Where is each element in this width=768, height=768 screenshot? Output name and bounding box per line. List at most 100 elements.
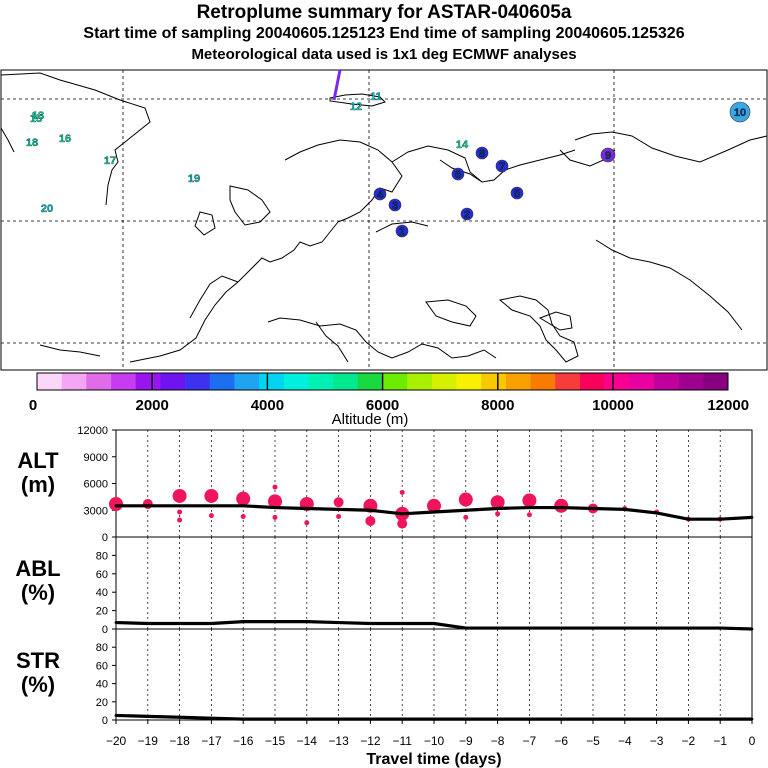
x-tick-label: −4 — [618, 734, 632, 748]
cluster-point — [172, 488, 187, 503]
data-point — [337, 621, 340, 624]
map-marker-12: 12 — [350, 101, 363, 113]
data-point — [337, 717, 340, 721]
map-marker-5: 5 — [510, 186, 524, 200]
map-marker-dot — [395, 224, 409, 238]
map-marker-dot — [495, 159, 509, 173]
map-marker-label: 16 — [59, 133, 71, 145]
data-point — [114, 504, 118, 508]
map-marker-7: 7 — [495, 159, 509, 173]
map-marker-dot — [475, 146, 489, 160]
colorbar-swatch — [703, 373, 729, 390]
colorbar-tick-label: 4000 — [251, 397, 284, 414]
data-point — [241, 717, 245, 721]
cluster-point — [554, 498, 569, 513]
map-marker-label: 14 — [456, 139, 469, 151]
cluster-point — [109, 497, 123, 512]
map-marker-3: 3 — [388, 198, 402, 212]
colorbar-swatch — [37, 373, 62, 390]
colorbar-swatch — [530, 373, 556, 390]
x-tick-label: −9 — [459, 734, 473, 748]
data-point — [114, 714, 118, 717]
colorbar-swatch — [185, 373, 211, 390]
y-tick-label: 80 — [96, 550, 108, 562]
colorbar-tick-label: 12000 — [707, 397, 749, 414]
x-tick-label: 0 — [749, 734, 756, 748]
data-point — [305, 717, 309, 721]
data-point — [528, 506, 531, 509]
panel-alt: 0 3000 6000 9000 12000 ALT(m) — [17, 425, 754, 544]
data-point — [464, 717, 468, 721]
map-marker-10: 10 — [729, 101, 751, 123]
map-marker-label: 9 — [605, 150, 611, 162]
cluster-point — [495, 511, 501, 517]
data-point — [591, 507, 595, 510]
map-marker-dot — [373, 187, 387, 201]
map-gridlines — [1, 70, 767, 370]
cluster-point — [490, 495, 505, 510]
colorbar-swatch — [135, 373, 161, 390]
data-point — [114, 621, 118, 624]
cluster-point — [397, 518, 408, 529]
map-marker-dot — [451, 167, 465, 181]
x-tick-label: −14 — [297, 734, 318, 748]
y-tick-label: 60 — [96, 660, 108, 672]
cluster-point — [304, 520, 310, 526]
colorbar-swatch — [678, 373, 704, 390]
colorbar-swatch — [456, 373, 482, 390]
data-point — [655, 717, 658, 721]
map-marker-11: 11 — [370, 91, 382, 103]
map-marker-13: 13 — [32, 110, 45, 122]
map-marker-18: 18 — [26, 137, 39, 149]
data-point — [718, 517, 722, 521]
map-marker-label: 5 — [514, 188, 520, 200]
x-tick-label: −11 — [392, 734, 412, 748]
colorbar-tick-label: 2000 — [136, 397, 169, 414]
cluster-point — [427, 498, 441, 513]
cluster-point — [272, 514, 278, 520]
x-tick-label: −19 — [138, 734, 159, 748]
x-axis: −20 −19 −18 −17 −16 −15 −14 −13 −12 −11 −10 −9 −8 −7−… — [106, 720, 756, 768]
map-marker-label: 17 — [104, 155, 116, 167]
colorbar-swatch — [333, 373, 359, 390]
y-tick-label: 40 — [96, 679, 108, 691]
data-point — [432, 622, 436, 625]
data-point — [273, 506, 277, 509]
x-tick-label: −8 — [491, 734, 505, 748]
panel-str: 0 20 40 60 80 STR(%) — [16, 628, 754, 727]
panel-abl: 0 20 40 60 80 ABL(%) — [15, 536, 754, 636]
data-point — [273, 717, 277, 721]
x-tick-label: −5 — [586, 734, 600, 748]
data-point — [369, 622, 372, 625]
data-point — [400, 717, 404, 721]
y-tick-label: 9000 — [84, 452, 108, 464]
data-point — [178, 504, 182, 508]
map-marker-label: 8 — [479, 148, 485, 160]
x-tick-label: −18 — [169, 734, 190, 748]
data-point — [687, 517, 690, 521]
colorbar-swatch — [357, 373, 383, 390]
colorbar-swatch — [86, 373, 112, 390]
cluster-point — [333, 497, 344, 508]
y-tick-label: 0 — [102, 715, 108, 727]
colorbar-tick-label: 6000 — [366, 397, 399, 414]
x-tick-label: −10 — [424, 734, 445, 748]
cluster-point — [522, 493, 537, 508]
cluster-point — [240, 513, 246, 519]
colorbar-swatch — [382, 373, 408, 390]
colorbar-tick-label: 8000 — [481, 397, 514, 414]
data-point — [750, 717, 754, 721]
data-point — [559, 506, 563, 509]
cluster-point — [142, 499, 153, 510]
colorbar-swatch — [407, 373, 433, 390]
data-point — [718, 717, 722, 721]
panel-ylabel: ALT — [17, 448, 59, 473]
cluster-point — [399, 489, 405, 495]
map-marker-2: 2 — [460, 207, 474, 221]
colorbar-swatch — [209, 373, 235, 390]
data-point — [432, 510, 436, 514]
x-tick-label: −1 — [713, 734, 727, 748]
